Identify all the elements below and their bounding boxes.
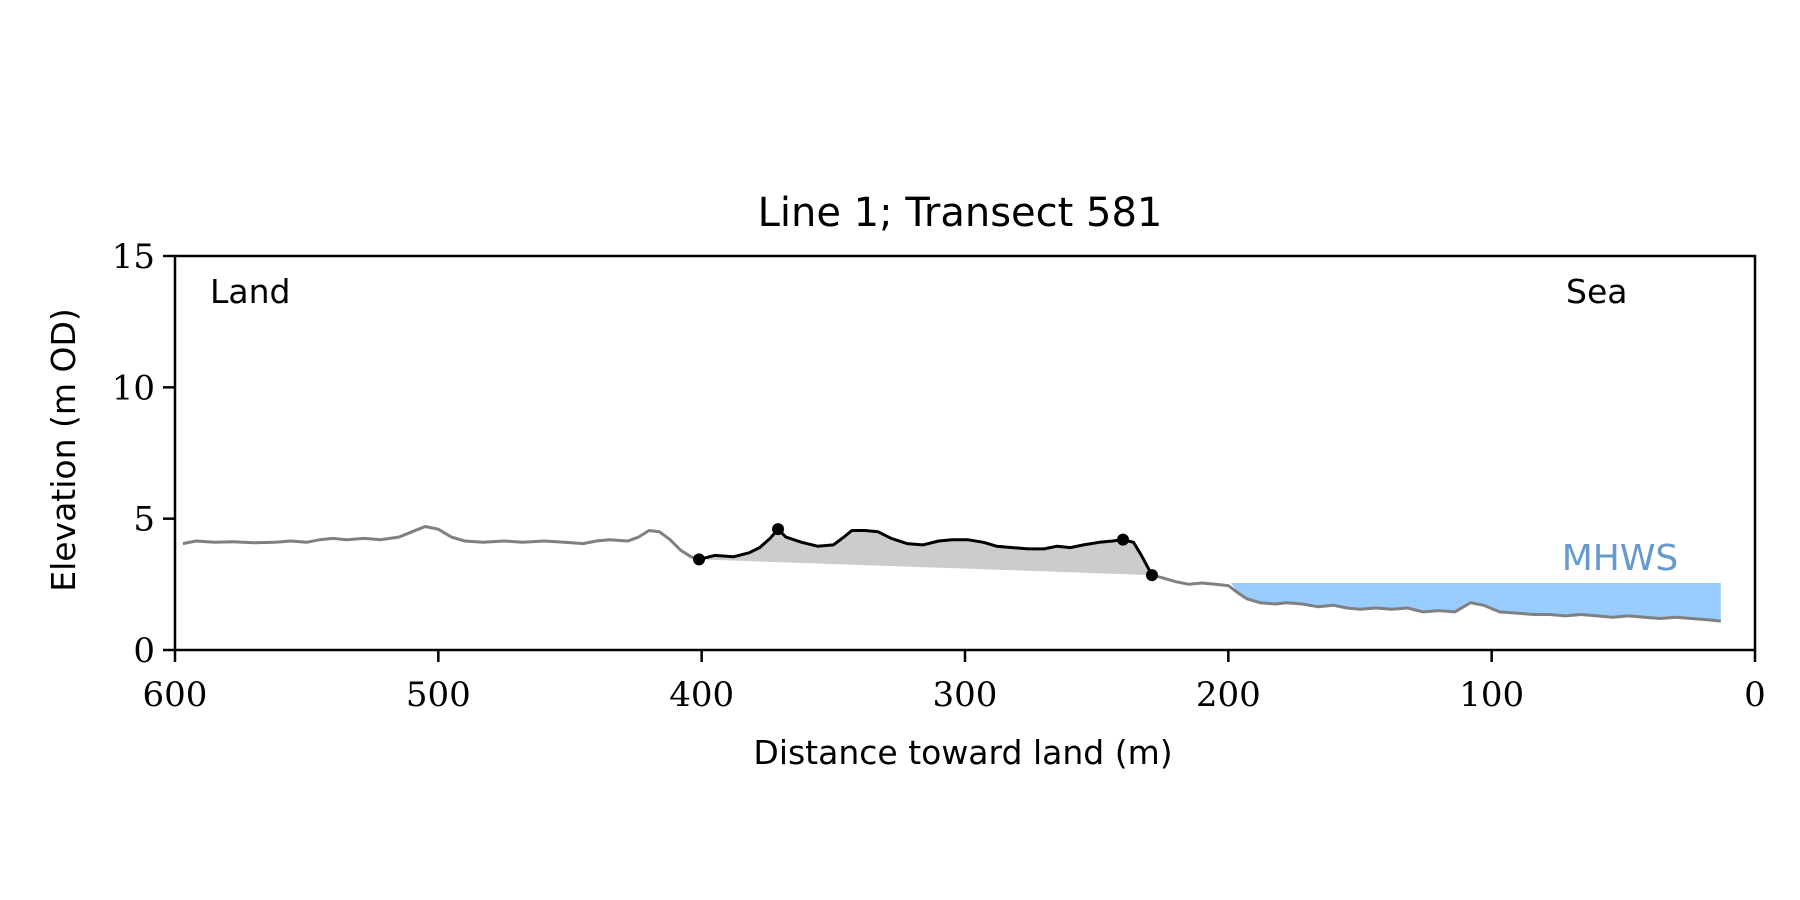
dune-marker-4 bbox=[1145, 569, 1158, 582]
dune-marker-3 bbox=[1117, 533, 1129, 546]
x-tick-label: 100 bbox=[1459, 675, 1524, 715]
mhws-label: MHWS bbox=[1562, 538, 1679, 579]
x-tick-label: 200 bbox=[1196, 675, 1261, 715]
y-tick-label: 0 bbox=[133, 631, 155, 671]
landward-profile-line bbox=[182, 525, 700, 561]
x-tick-label: 400 bbox=[669, 675, 734, 715]
x-axis-label: Distance toward land (m) bbox=[753, 733, 1172, 772]
seaward-profile-line bbox=[1151, 573, 1721, 623]
dune-marker-1 bbox=[693, 553, 706, 566]
mhws-water-fill bbox=[1231, 583, 1721, 622]
plot-area bbox=[182, 523, 1721, 623]
land-annotation: Land bbox=[210, 272, 290, 311]
y-axis-label: Elevation (m OD) bbox=[44, 308, 83, 592]
plot-frame bbox=[173, 254, 1757, 652]
x-tick-label: 500 bbox=[406, 675, 471, 715]
y-tick-label: 15 bbox=[112, 237, 155, 277]
y-tick-label: 10 bbox=[112, 368, 155, 408]
dune-volume-fill bbox=[699, 529, 1152, 576]
sea-annotation: Sea bbox=[1566, 272, 1627, 311]
chart-title: Line 1; Transect 581 bbox=[758, 190, 1163, 236]
axis-ticks: 600 500 400 300 200 100 0 0 5 10 15 bbox=[112, 237, 1766, 715]
x-tick-label: 0 bbox=[1744, 675, 1766, 715]
x-tick-label: 300 bbox=[933, 675, 998, 715]
x-tick-label: 600 bbox=[143, 675, 208, 715]
dune-marker-2 bbox=[772, 523, 785, 536]
y-tick-label: 5 bbox=[133, 500, 155, 540]
